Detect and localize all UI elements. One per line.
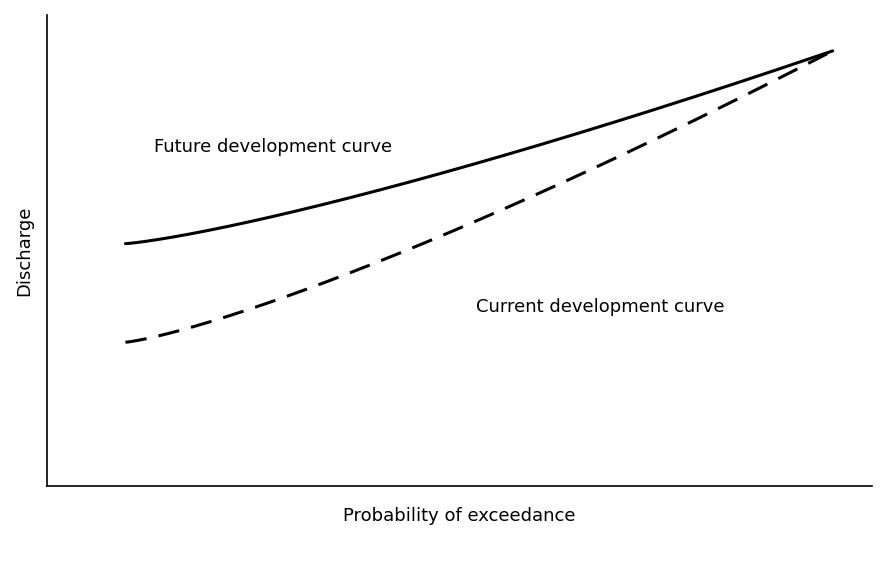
- X-axis label: Probability of exceedance: Probability of exceedance: [343, 506, 575, 524]
- Text: Future development curve: Future development curve: [154, 138, 392, 156]
- Text: Current development curve: Current development curve: [476, 298, 724, 316]
- Y-axis label: Discharge: Discharge: [15, 205, 33, 296]
